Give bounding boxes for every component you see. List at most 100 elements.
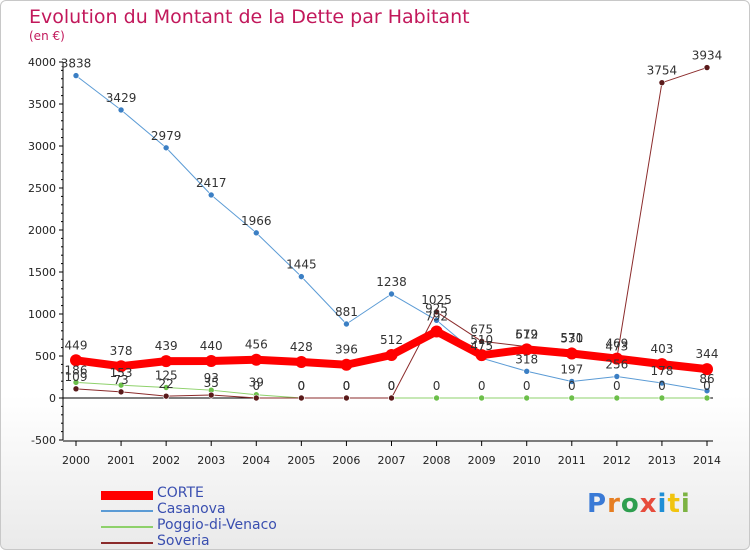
data-label-casanova: 881 — [335, 305, 358, 319]
data-label-corte: 579 — [515, 327, 538, 341]
data-label-soveria: 0 — [252, 379, 260, 393]
data-label-soveria: 109 — [65, 370, 88, 384]
x-tick-label: 2006 — [332, 454, 360, 467]
data-label-poggio-di-venaco: 125 — [155, 369, 178, 383]
data-label-poggio-di-venaco: 0 — [478, 379, 486, 393]
data-label-poggio-di-venaco: 0 — [703, 379, 711, 393]
data-point-poggio-di-venaco — [703, 394, 711, 402]
data-label-poggio-di-venaco: 0 — [388, 379, 396, 393]
legend-label: Poggio-di-Venaco — [157, 517, 277, 533]
x-tick-label: 2004 — [242, 454, 270, 467]
data-point-casanova — [117, 106, 125, 114]
data-point-casanova — [252, 229, 260, 237]
data-point-poggio-di-venaco — [162, 384, 170, 391]
data-point-corte — [655, 358, 668, 371]
data-label-casanova: 197 — [560, 362, 583, 376]
logo-letter: r — [607, 489, 621, 519]
data-point-casanova — [298, 273, 305, 280]
data-label-soveria: 0 — [343, 379, 351, 393]
x-tick-label: 2001 — [107, 454, 135, 467]
data-point-soveria — [117, 388, 125, 396]
data-point-corte — [701, 363, 713, 376]
data-label-poggio-di-venaco: 39 — [249, 376, 264, 390]
data-point-poggio-di-venaco — [478, 394, 485, 402]
x-tick-label: 2013 — [648, 454, 676, 467]
data-label-casanova: 3429 — [106, 91, 137, 105]
data-label-corte: 403 — [650, 342, 673, 356]
data-label-casanova: 2417 — [196, 176, 227, 190]
x-tick-label: 2000 — [62, 454, 90, 467]
data-point-corte — [160, 355, 173, 368]
data-point-corte — [115, 360, 128, 373]
data-point-casanova — [613, 373, 621, 380]
data-point-corte — [250, 353, 263, 366]
data-label-corte: 530 — [560, 331, 583, 345]
data-label-corte: 428 — [290, 340, 313, 354]
data-label-corte: 510 — [470, 333, 493, 347]
data-label-corte: 456 — [245, 338, 268, 352]
data-point-corte — [205, 355, 218, 368]
y-tick-label: 4000 — [28, 56, 56, 69]
data-point-poggio-di-venaco — [613, 394, 621, 402]
data-label-poggio-di-venaco: 0 — [568, 379, 576, 393]
data-point-poggio-di-venaco — [117, 381, 125, 389]
data-label-corte: 396 — [335, 343, 358, 357]
data-point-casanova — [433, 316, 440, 324]
data-label-soveria: 3934 — [692, 49, 723, 63]
data-point-casanova — [72, 72, 80, 79]
data-label-casanova: 318 — [515, 352, 538, 366]
y-tick-label: 3000 — [28, 140, 56, 153]
logo-letter: x — [639, 489, 658, 519]
data-label-poggio-di-venaco: 153 — [110, 366, 133, 380]
data-point-casanova — [388, 290, 395, 298]
data-point-soveria — [388, 394, 395, 402]
legend-swatch — [101, 490, 153, 500]
x-tick-label: 2009 — [468, 454, 496, 467]
data-point-casanova — [343, 320, 350, 328]
data-label-casanova: 1966 — [241, 214, 272, 228]
logo-letter: o — [620, 489, 640, 519]
data-point-poggio-di-venaco — [568, 394, 576, 402]
chart-title: Evolution du Montant de la Dette par Hab… — [29, 6, 470, 28]
data-label-soveria: 0 — [298, 379, 306, 393]
data-point-poggio-di-venaco — [433, 394, 440, 402]
logo-letter: t — [667, 489, 681, 519]
data-point-soveria — [72, 385, 80, 393]
data-label-poggio-di-venaco: 0 — [658, 379, 666, 393]
legend-swatch — [101, 526, 153, 528]
chart-subtitle: (en €) — [29, 29, 65, 43]
x-tick-label: 2011 — [558, 454, 586, 467]
data-point-casanova — [523, 367, 531, 375]
data-point-casanova — [703, 387, 711, 395]
proxiti-logo: Proxiti — [587, 489, 691, 519]
x-tick-label: 2012 — [603, 454, 631, 467]
data-label-casanova: 1238 — [376, 275, 407, 289]
x-tick-label: 2005 — [287, 454, 315, 467]
data-labels: 3838 3429 2979 2417 1966 1445 881 1238 925 475 318… — [61, 49, 723, 393]
data-point-poggio-di-venaco — [658, 394, 666, 402]
data-label-corte: 792 — [425, 309, 448, 323]
data-label-casanova: 86 — [699, 372, 714, 386]
data-label-casanova: 178 — [650, 364, 673, 378]
data-label-corte: 469 — [605, 337, 628, 351]
data-label-poggio-di-venaco: 0 — [433, 379, 441, 393]
y-tick-label: -500 — [31, 434, 56, 447]
data-label-soveria: 0 — [388, 379, 396, 393]
data-point-corte — [70, 354, 82, 367]
data-point-poggio-di-venaco — [72, 379, 80, 386]
data-label-poggio-di-venaco: 0 — [613, 379, 621, 393]
data-label-poggio-di-venaco: 0 — [343, 379, 351, 393]
data-point-soveria — [207, 391, 215, 399]
y-tick-label: 500 — [35, 350, 56, 363]
data-label-corte: 449 — [65, 338, 88, 352]
data-point-soveria — [162, 392, 170, 400]
x-tick-label: 2002 — [152, 454, 180, 467]
data-point-corte — [475, 349, 488, 362]
data-point-corte — [520, 343, 533, 356]
data-point-corte — [385, 348, 398, 361]
data-point-soveria — [252, 394, 260, 402]
data-point-corte — [430, 325, 443, 338]
data-label-soveria: 675 — [470, 322, 493, 336]
